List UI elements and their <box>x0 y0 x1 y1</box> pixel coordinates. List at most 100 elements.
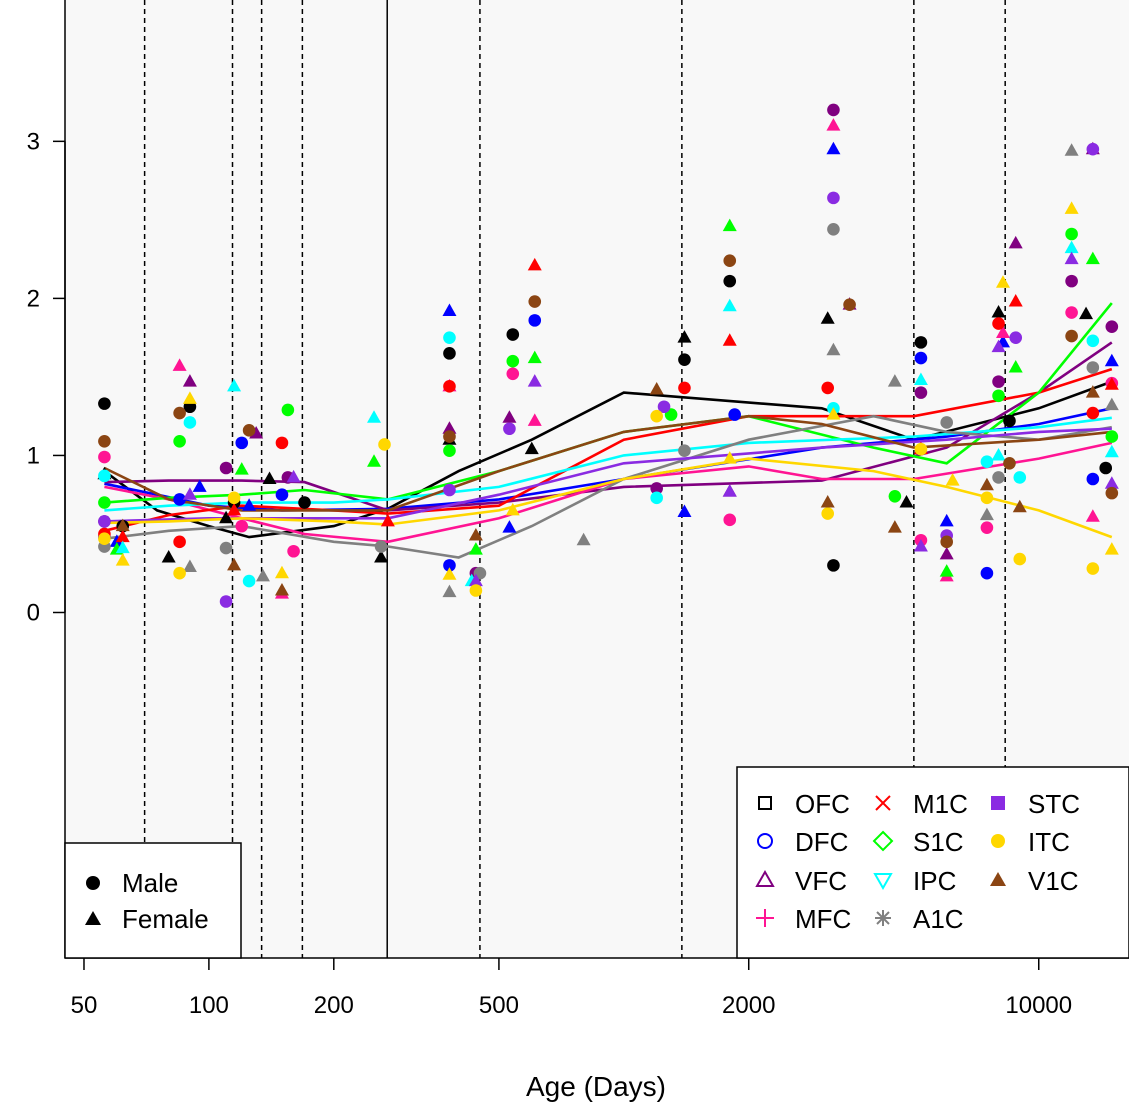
point-male-a1c <box>678 444 691 458</box>
point-female-v1c <box>115 518 130 532</box>
point-female-vfc <box>1008 235 1023 249</box>
point-female-ofc <box>262 471 277 484</box>
point-male-a1c <box>827 222 840 236</box>
legend-marker-vfc <box>755 869 775 887</box>
point-male-itc <box>1013 552 1027 566</box>
point-female-ipc <box>1104 444 1119 458</box>
point-female-stc <box>527 374 542 387</box>
point-female-mfc <box>995 325 1010 338</box>
point-male-s1c <box>443 444 456 458</box>
point-male-ipc <box>443 331 456 344</box>
point-male-s1c <box>888 489 902 503</box>
point-male-s1c <box>281 403 295 417</box>
point-male-ipc <box>1086 334 1100 348</box>
point-male-dfc <box>173 493 186 506</box>
point-male-v1c <box>843 298 856 311</box>
point-female-s1c <box>1085 251 1100 265</box>
point-male-vfc <box>827 103 840 117</box>
point-male-itc <box>378 438 391 451</box>
point-male-stc <box>657 400 671 414</box>
point-male-v1c <box>173 406 186 420</box>
series-legend-box <box>736 766 1129 959</box>
point-male-s1c <box>506 354 520 368</box>
point-female-v1c <box>887 520 902 533</box>
point-male-mfc <box>287 544 300 558</box>
point-female-m1c <box>380 513 395 527</box>
point-female-a1c <box>1104 397 1119 411</box>
point-male-a1c <box>940 416 954 429</box>
point-female-s1c <box>527 350 542 364</box>
point-male-m1c <box>992 317 1005 330</box>
point-male-v1c <box>528 295 542 308</box>
point-female-stc <box>182 487 197 500</box>
legend-marker-dfc <box>757 833 773 849</box>
point-male-m1c <box>173 535 186 549</box>
point-male-v1c <box>940 535 954 549</box>
point-female-vfc <box>502 410 517 423</box>
point-male-ofc <box>914 336 928 349</box>
legend-label-m1c: M1C <box>913 789 968 819</box>
point-female-a1c <box>442 584 457 598</box>
point-female-itc <box>442 567 457 580</box>
legend-label-v1c: V1C <box>1028 866 1079 896</box>
point-female-ipc <box>913 372 928 386</box>
point-male-dfc <box>443 559 456 572</box>
point-female-ipc <box>115 540 130 554</box>
point-male-a1c <box>374 540 388 553</box>
point-female-a1c <box>826 342 841 356</box>
point-male-itc <box>227 491 241 505</box>
point-female-a1c <box>255 568 270 582</box>
point-female-itc <box>115 553 130 566</box>
point-female-itc <box>995 275 1010 288</box>
trend-line-m1c <box>104 367 1113 533</box>
point-male-itc <box>821 507 835 520</box>
point-male-ofc <box>298 496 311 509</box>
point-male-itc <box>173 566 186 580</box>
point-male-itc <box>469 584 483 597</box>
point-female-dfc <box>939 513 954 527</box>
point-male-ipc <box>650 491 663 505</box>
point-female-dfc <box>442 303 457 316</box>
point-male-m1c <box>821 381 835 395</box>
point-male-vfc <box>992 375 1005 388</box>
point-female-v1c <box>274 583 289 596</box>
point-female-ofc <box>374 550 389 563</box>
point-female-v1c <box>649 381 664 395</box>
point-male-ipc <box>98 469 111 483</box>
point-male-mfc <box>98 450 111 464</box>
point-male-ofc <box>723 274 737 288</box>
legend-label-dfc: DFC <box>795 827 848 857</box>
point-male-ipc <box>980 455 994 469</box>
point-male-v1c <box>98 435 111 448</box>
point-female-itc <box>1104 542 1119 555</box>
point-female-mfc <box>1085 509 1100 522</box>
point-female-a1c <box>1064 143 1079 156</box>
x-tick-label: 2000 <box>722 992 775 1019</box>
point-male-mfc <box>980 521 994 534</box>
point-female-itc <box>826 407 841 420</box>
legend-label-s1c: S1C <box>913 827 964 857</box>
point-female-ipc <box>1064 240 1079 254</box>
point-female-mfc <box>527 413 542 426</box>
sex-legend-box <box>64 842 242 959</box>
y-tick-label: 0 <box>27 599 40 626</box>
point-female-ipc <box>722 298 737 312</box>
legend-label-male: Male <box>122 868 178 898</box>
point-male-vfc <box>914 386 928 399</box>
point-female-s1c <box>468 542 483 555</box>
point-female-ofc <box>161 550 176 563</box>
point-female-itc <box>182 391 197 404</box>
point-female-ipc <box>367 410 382 423</box>
point-female-dfc <box>1104 353 1119 367</box>
point-male-ofc <box>678 353 691 366</box>
x-tick-label: 500 <box>479 992 519 1019</box>
point-male-s1c <box>98 496 111 509</box>
point-female-m1c <box>722 333 737 346</box>
point-male-stc <box>443 483 456 497</box>
point-female-ipc <box>227 378 242 392</box>
point-female-v1c <box>1085 385 1100 398</box>
point-male-ipc <box>242 574 256 588</box>
legend-marker-v1c <box>990 872 1006 886</box>
point-male-dfc <box>528 314 542 327</box>
legend-marker-ofc <box>758 796 772 810</box>
